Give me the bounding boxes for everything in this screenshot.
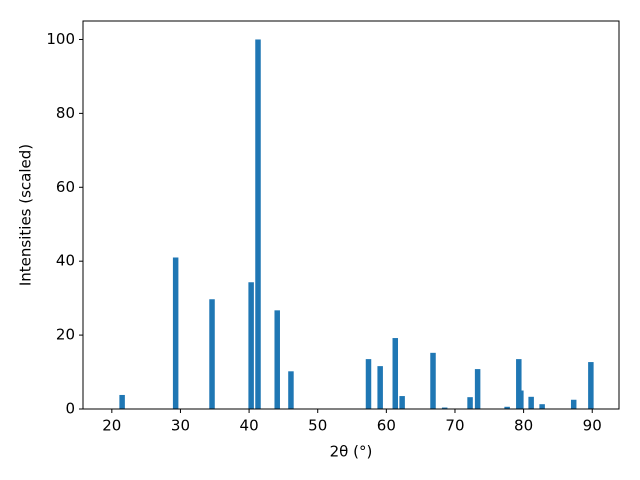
bar xyxy=(430,352,436,409)
y-tick-label: 80 xyxy=(56,104,75,122)
bar xyxy=(441,407,448,409)
x-tick-label: 30 xyxy=(171,417,190,435)
bar xyxy=(570,399,577,409)
x-tick-label: 50 xyxy=(308,417,327,435)
y-axis-label: Intensities (scaled) xyxy=(17,144,35,286)
bar xyxy=(474,369,481,409)
bar xyxy=(365,359,372,409)
x-tick-label: 20 xyxy=(102,417,121,435)
y-tick-label: 100 xyxy=(46,30,75,48)
bar xyxy=(467,397,473,409)
bar xyxy=(539,404,545,409)
bar xyxy=(518,390,524,409)
bar xyxy=(274,310,280,409)
bar xyxy=(119,394,125,409)
bar xyxy=(288,371,294,409)
bar xyxy=(399,396,405,409)
bar xyxy=(516,359,522,409)
bar xyxy=(392,338,399,409)
bar xyxy=(248,282,254,409)
x-tick-label: 80 xyxy=(514,417,533,435)
y-tick-label: 0 xyxy=(65,400,75,418)
bar xyxy=(588,362,594,409)
bar xyxy=(377,366,383,409)
y-tick-label: 60 xyxy=(56,178,75,196)
x-tick-label: 90 xyxy=(583,417,602,435)
bar xyxy=(209,299,215,409)
y-tick-label: 40 xyxy=(56,252,75,270)
x-axis-label: 2θ (°) xyxy=(330,443,373,461)
x-tick-label: 40 xyxy=(240,417,259,435)
bar xyxy=(528,396,534,409)
plot-frame xyxy=(82,20,620,410)
y-tick-label: 20 xyxy=(56,326,75,344)
bar xyxy=(504,406,510,409)
bar xyxy=(172,257,179,409)
x-tick-label: 60 xyxy=(377,417,396,435)
x-tick-label: 70 xyxy=(445,417,464,435)
bar xyxy=(255,39,261,409)
